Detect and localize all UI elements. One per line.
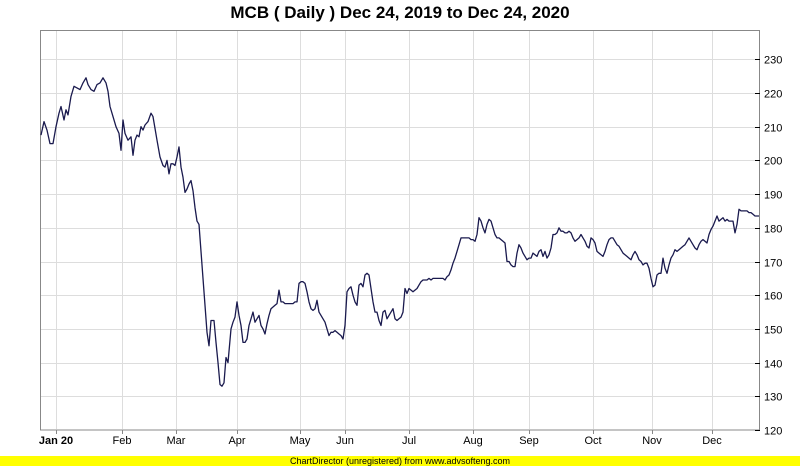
x-tick-label: Dec (702, 435, 722, 447)
x-tick-label: May (290, 435, 311, 447)
y-tick-label: 130 (764, 392, 782, 404)
x-tick-label: Sep (519, 435, 539, 447)
y-tick-label: 160 (764, 291, 782, 303)
grid-lines (41, 31, 759, 429)
y-axis: 120 130 140 150 160 170 180 190 200 210 220 230 (755, 55, 782, 438)
y-tick-label: 220 (764, 89, 782, 101)
y-tick-label: 210 (764, 123, 782, 135)
y-tick-label: 140 (764, 359, 782, 371)
y-tick-label: 190 (764, 190, 782, 202)
x-tick-label: Jul (402, 435, 416, 447)
x-tick-label: Aug (463, 435, 483, 447)
x-tick-label: Nov (642, 435, 662, 447)
x-tick-label: Feb (113, 435, 132, 447)
x-tick-label: Jan 20 (39, 435, 73, 447)
y-tick-label: 180 (764, 224, 782, 236)
price-line (40, 77, 759, 387)
x-tick-label: Mar (167, 435, 186, 447)
y-tick-label: 200 (764, 156, 782, 168)
x-tick-label: Jun (336, 435, 354, 447)
x-tick-label: Oct (584, 435, 601, 447)
watermark-footer: ChartDirector (unregistered) from www.ad… (0, 456, 800, 466)
y-tick-label: 230 (764, 55, 782, 67)
y-tick-label: 150 (764, 325, 782, 337)
x-axis: Jan 20 Feb Mar Apr May Jun Jul Aug Sep Oct Nov Dec (39, 430, 722, 447)
y-tick-label: 120 (764, 426, 782, 438)
plot-area-border (40, 30, 760, 431)
y-tick-label: 170 (764, 258, 782, 270)
chart-title: MCB ( Daily ) Dec 24, 2019 to Dec 24, 20… (230, 3, 570, 22)
x-tick-label: Apr (228, 435, 245, 447)
